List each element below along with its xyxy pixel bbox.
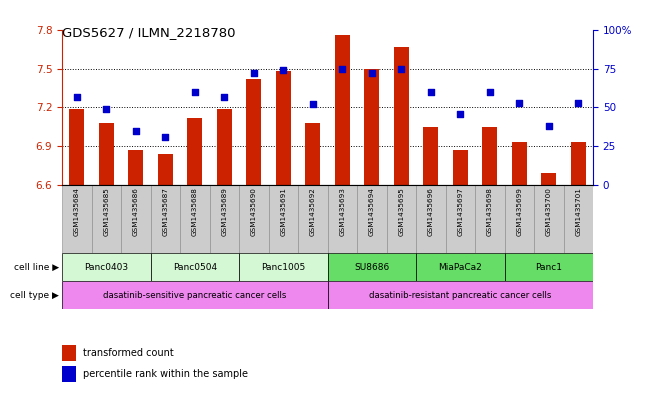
Point	[514, 100, 525, 106]
Point	[278, 67, 288, 73]
Bar	[239, 253, 327, 281]
Bar	[453, 150, 467, 185]
Bar	[365, 69, 379, 185]
Text: Panc1: Panc1	[535, 263, 562, 272]
Bar	[357, 185, 387, 253]
Bar	[62, 281, 327, 309]
Bar	[512, 142, 527, 185]
Text: cell line ▶: cell line ▶	[14, 263, 59, 272]
Bar	[505, 185, 534, 253]
Bar	[482, 127, 497, 185]
Bar	[387, 185, 416, 253]
Text: GSM1435690: GSM1435690	[251, 187, 256, 236]
Text: dasatinib-resistant pancreatic cancer cells: dasatinib-resistant pancreatic cancer ce…	[369, 290, 551, 299]
Text: GSM1435701: GSM1435701	[575, 187, 581, 236]
Bar	[239, 185, 268, 253]
Bar	[335, 35, 350, 185]
Point	[219, 94, 229, 100]
Bar	[305, 123, 320, 185]
Point	[160, 134, 171, 140]
Text: GSM1435687: GSM1435687	[162, 187, 168, 236]
Text: Panc0403: Panc0403	[84, 263, 128, 272]
Text: dasatinib-sensitive pancreatic cancer cells: dasatinib-sensitive pancreatic cancer ce…	[103, 290, 286, 299]
Bar	[475, 185, 505, 253]
Bar	[62, 365, 76, 382]
Text: GSM1435695: GSM1435695	[398, 187, 404, 236]
Point	[396, 66, 406, 72]
Point	[72, 94, 82, 100]
Bar	[423, 127, 438, 185]
Bar	[158, 154, 173, 185]
Point	[101, 106, 111, 112]
Bar	[187, 118, 202, 185]
Bar	[298, 185, 327, 253]
Bar	[445, 185, 475, 253]
Bar	[210, 185, 239, 253]
Text: GSM1435700: GSM1435700	[546, 187, 552, 236]
Bar	[505, 253, 593, 281]
Bar	[542, 173, 556, 185]
Bar	[150, 185, 180, 253]
Bar	[564, 185, 593, 253]
Point	[337, 66, 348, 72]
Text: GSM1435699: GSM1435699	[516, 187, 522, 236]
Text: GSM1435697: GSM1435697	[457, 187, 464, 236]
Bar	[416, 185, 445, 253]
Text: GSM1435689: GSM1435689	[221, 187, 227, 236]
Bar	[128, 150, 143, 185]
Bar	[217, 109, 232, 185]
Bar	[99, 123, 114, 185]
Text: SU8686: SU8686	[354, 263, 389, 272]
Text: Panc1005: Panc1005	[261, 263, 305, 272]
Point	[426, 89, 436, 95]
Point	[455, 110, 465, 117]
Bar	[62, 185, 92, 253]
Bar	[327, 281, 593, 309]
Point	[544, 123, 554, 129]
Bar	[180, 185, 210, 253]
Text: GSM1435685: GSM1435685	[104, 187, 109, 236]
Bar	[268, 185, 298, 253]
Bar	[70, 109, 84, 185]
Point	[484, 89, 495, 95]
Text: Panc0504: Panc0504	[173, 263, 217, 272]
Text: GDS5627 / ILMN_2218780: GDS5627 / ILMN_2218780	[62, 26, 236, 39]
Point	[189, 89, 200, 95]
Bar	[62, 253, 150, 281]
Point	[131, 128, 141, 134]
Text: transformed count: transformed count	[83, 348, 174, 358]
Bar	[327, 253, 416, 281]
Text: GSM1435684: GSM1435684	[74, 187, 80, 236]
Text: MiaPaCa2: MiaPaCa2	[438, 263, 482, 272]
Point	[573, 100, 583, 106]
Bar	[571, 142, 586, 185]
Text: GSM1435694: GSM1435694	[368, 187, 375, 236]
Bar	[276, 72, 290, 185]
Text: GSM1435693: GSM1435693	[339, 187, 345, 236]
Text: percentile rank within the sample: percentile rank within the sample	[83, 369, 248, 379]
Text: GSM1435686: GSM1435686	[133, 187, 139, 236]
Bar	[416, 253, 505, 281]
Text: GSM1435696: GSM1435696	[428, 187, 434, 236]
Bar	[394, 47, 409, 185]
Text: GSM1435691: GSM1435691	[280, 187, 286, 236]
Bar	[121, 185, 150, 253]
Text: cell type ▶: cell type ▶	[10, 290, 59, 299]
Bar	[92, 185, 121, 253]
Text: GSM1435692: GSM1435692	[310, 187, 316, 236]
Bar	[246, 79, 261, 185]
Text: GSM1435698: GSM1435698	[487, 187, 493, 236]
Bar	[534, 185, 564, 253]
Bar	[327, 185, 357, 253]
Bar	[150, 253, 239, 281]
Point	[249, 70, 259, 77]
Point	[307, 101, 318, 108]
Bar	[62, 344, 76, 361]
Text: GSM1435688: GSM1435688	[192, 187, 198, 236]
Point	[367, 70, 377, 77]
